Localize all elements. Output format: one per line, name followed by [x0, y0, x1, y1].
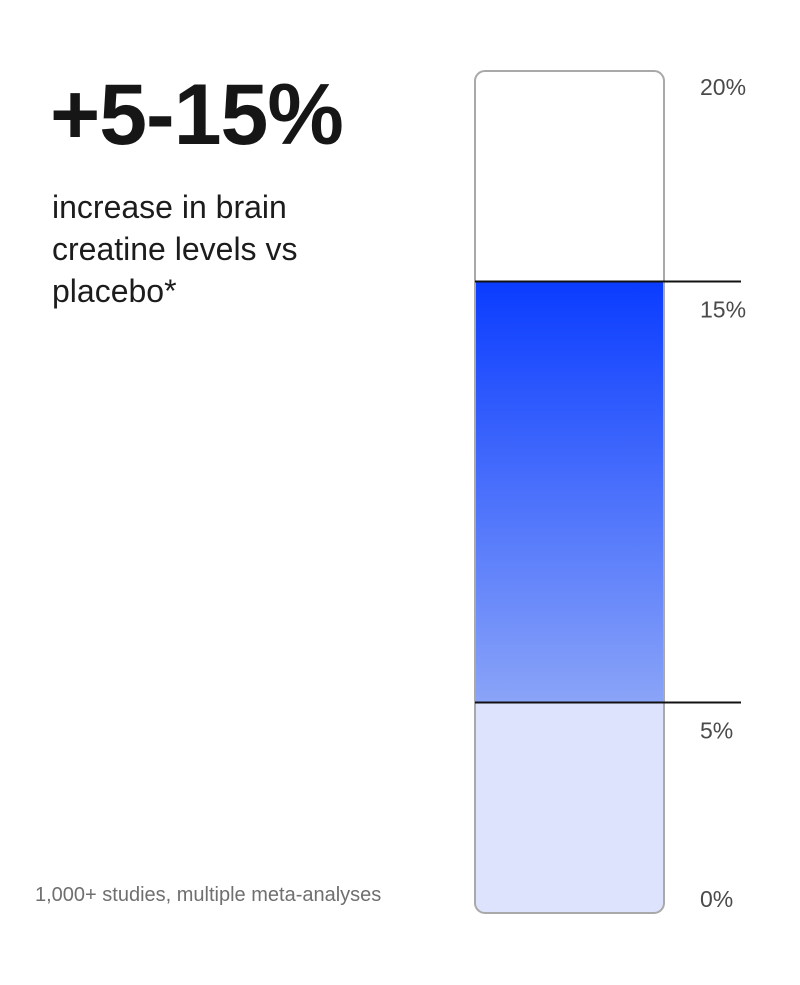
headline-stat: +5-15% [50, 67, 344, 163]
bar-outline [474, 70, 665, 914]
tick-label-5: 5% [700, 718, 733, 744]
tick-label-20: 20% [700, 74, 746, 100]
range-segment [475, 281, 664, 703]
baseline-segment [475, 702, 664, 913]
headline-description: increase in brain creatine levels vs pla… [52, 189, 298, 309]
tick-label-15: 15% [700, 297, 746, 323]
footnote: 1,000+ studies, multiple meta-analyses [35, 884, 382, 906]
tick-label-0: 0% [700, 886, 733, 912]
